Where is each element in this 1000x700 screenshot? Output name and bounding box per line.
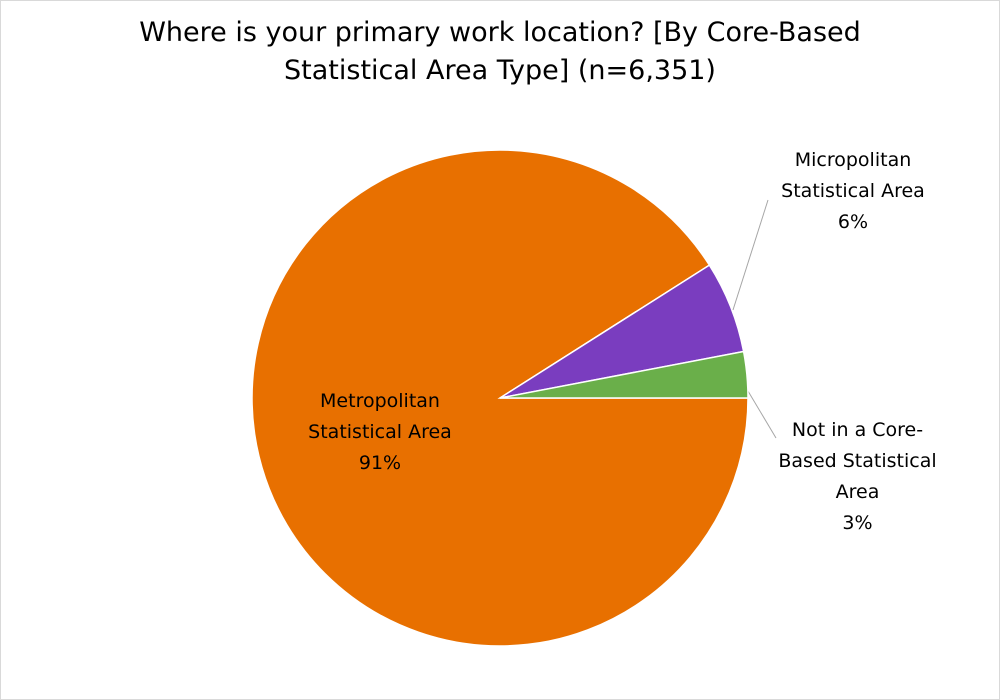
value-label: 6% [837, 211, 869, 233]
data-label: Not in a Core-Based Statistical Area 3% [770, 415, 945, 539]
category-label: Not in a Core-Based Statistical Area [778, 419, 937, 503]
value-label: 91% [358, 452, 402, 474]
category-label: Metropolitan Statistical Area [308, 390, 452, 443]
leader-line [732, 199, 769, 311]
category-label: Micropolitan Statistical Area [781, 149, 925, 202]
data-label: Micropolitan Statistical Area 6% [758, 145, 948, 238]
chart-title: Where is your primary work location? [By… [139, 17, 861, 86]
data-label: Metropolitan Statistical Area 91% [290, 386, 470, 479]
leader-line [744, 385, 777, 439]
value-label: 3% [842, 512, 873, 534]
pie-slice [499, 350, 749, 399]
